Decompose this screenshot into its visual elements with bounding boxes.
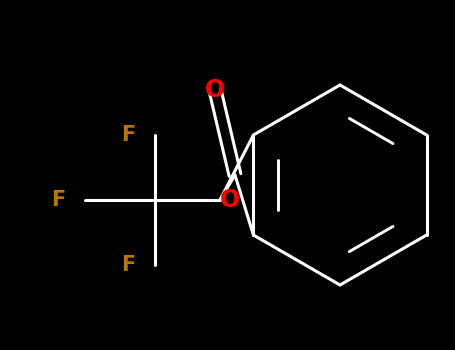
Text: O: O <box>220 188 240 212</box>
Text: F: F <box>121 125 135 145</box>
Text: O: O <box>205 78 225 102</box>
Text: F: F <box>121 255 135 275</box>
Text: F: F <box>51 190 65 210</box>
